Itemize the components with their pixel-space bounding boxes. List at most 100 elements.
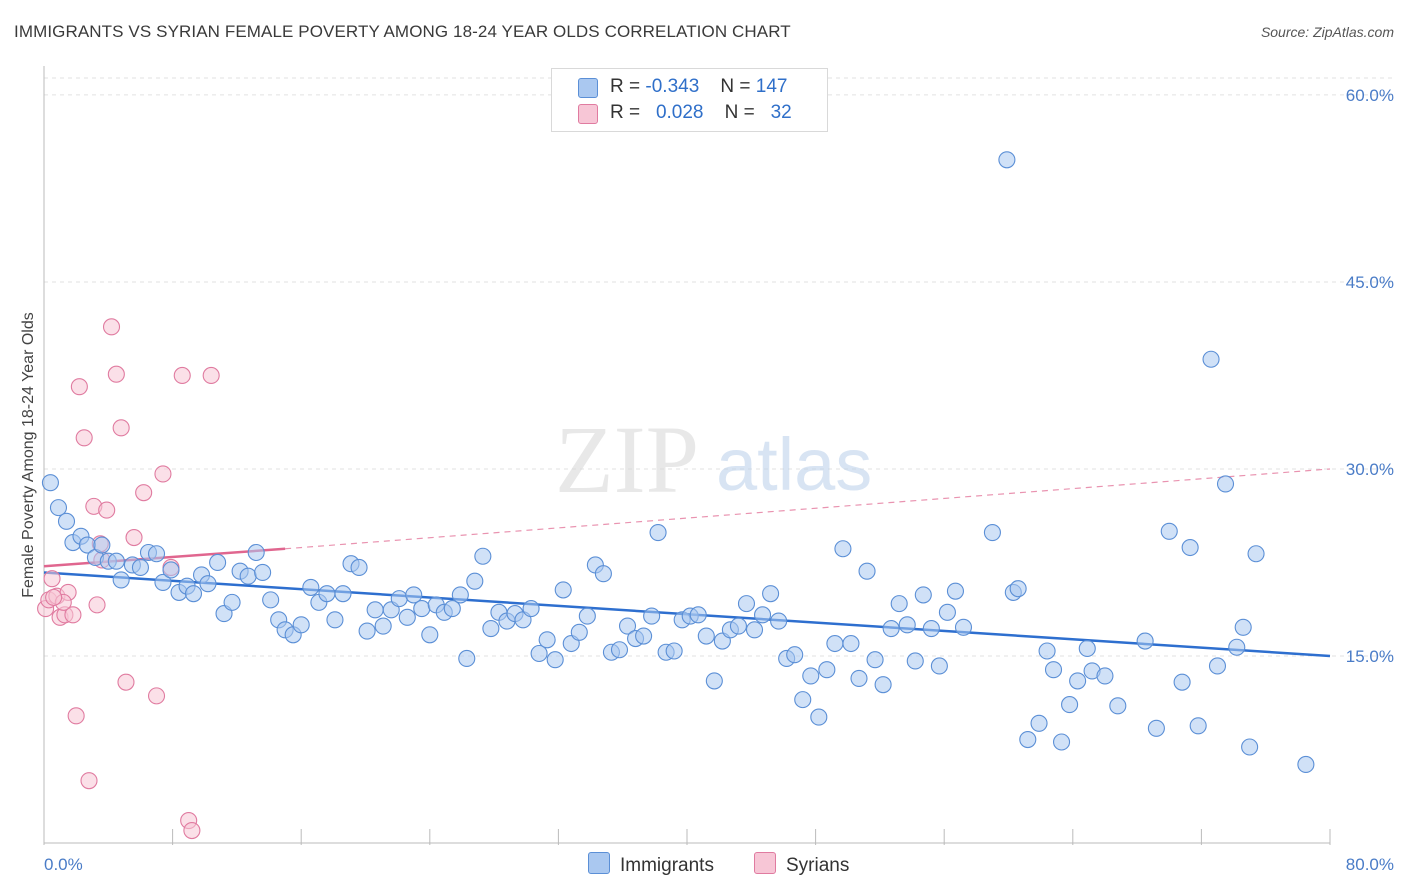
immigrants-point — [1078, 639, 1096, 658]
immigrants-point — [882, 620, 900, 638]
immigrants-point — [93, 536, 111, 554]
immigrants-point — [374, 617, 392, 635]
immigrants-point — [1096, 667, 1114, 685]
immigrants-point — [1009, 580, 1027, 598]
immigrants-point — [729, 617, 747, 635]
immigrants-point — [443, 600, 461, 618]
immigrants-point — [890, 595, 908, 613]
immigrants-point — [458, 649, 476, 668]
watermark-zip: ZIP — [555, 406, 699, 513]
immigrants-point — [1181, 538, 1199, 557]
immigrants-point — [906, 652, 924, 670]
syrians-trend-line — [43, 547, 286, 568]
immigrants-point — [858, 562, 876, 580]
immigrants-point — [262, 591, 280, 609]
y-tick-label: 15.0% — [1346, 647, 1394, 666]
bottom-legend-syrians: Syrians — [754, 852, 849, 877]
immigrants-point — [1160, 522, 1178, 540]
axes — [43, 66, 1331, 845]
legend-swatch-immigrants — [578, 78, 598, 98]
immigrants-point — [922, 620, 940, 638]
immigrants-point — [570, 623, 588, 641]
immigrants-point — [522, 600, 540, 618]
immigrants-point — [482, 620, 500, 638]
legend-n-value: 147 — [755, 76, 788, 97]
immigrants-point — [199, 575, 217, 593]
immigrants-point — [474, 547, 492, 565]
immigrants-point — [1202, 350, 1220, 368]
syrians-point — [80, 772, 98, 790]
syrians-point — [125, 528, 143, 547]
immigrants-point — [914, 586, 932, 604]
syrians-point — [70, 378, 88, 396]
immigrants-point — [954, 618, 973, 636]
immigrants-point — [254, 563, 272, 582]
immigrants-point — [1247, 545, 1265, 563]
immigrants-point — [302, 578, 320, 596]
syrians-point — [117, 673, 135, 691]
legend-n-value: 32 — [770, 102, 792, 123]
immigrants-point — [530, 644, 548, 663]
immigrants-point — [826, 634, 844, 653]
legend-n-label: N = — [724, 102, 755, 123]
immigrants-point — [1069, 672, 1087, 690]
immigrants-point — [842, 634, 860, 653]
syrians-point — [183, 821, 201, 840]
immigrants-point — [413, 600, 431, 618]
immigrants-point — [239, 567, 257, 585]
syrians-point — [45, 588, 63, 606]
syrians-point — [75, 429, 93, 447]
immigrants-point — [223, 593, 241, 611]
immigrants-point — [41, 474, 59, 492]
bottom-legend-immigrants: Immigrants — [588, 852, 714, 877]
immigrants-point — [1052, 733, 1071, 751]
data-points — [37, 151, 1315, 840]
immigrants-point — [938, 603, 956, 621]
syrians-point — [135, 484, 153, 502]
syrians-trend-extension — [285, 468, 1331, 550]
x-tick-label: 0.0% — [44, 855, 83, 874]
immigrants-point — [866, 651, 884, 669]
legend-r-value: -0.343 — [645, 76, 700, 97]
bottom-legend-label: Syrians — [786, 855, 850, 876]
immigrants-point — [334, 585, 352, 603]
y-axis-label: Female Poverty Among 18-24 Year Olds — [20, 312, 37, 598]
immigrants-point — [57, 512, 76, 530]
immigrants-point — [546, 651, 564, 669]
immigrants-point — [770, 612, 788, 630]
immigrants-point — [1147, 719, 1165, 737]
immigrants-point — [786, 646, 804, 664]
immigrants-point — [874, 676, 892, 694]
immigrants-point — [946, 582, 965, 600]
immigrants-point — [421, 626, 439, 644]
immigrants-point — [578, 607, 596, 625]
bottom-legend-label: Immigrants — [620, 855, 714, 876]
immigrants-point — [762, 585, 780, 603]
immigrants-point — [209, 553, 227, 572]
immigrants-point — [754, 606, 772, 624]
immigrants-point — [898, 616, 916, 634]
immigrants-point — [665, 642, 683, 660]
immigrants-point — [247, 543, 265, 562]
immigrants-point — [1189, 717, 1207, 735]
immigrants-point — [1173, 673, 1191, 691]
y-tick-label: 60.0% — [1346, 86, 1394, 105]
immigrants-point — [1019, 730, 1037, 749]
immigrants-point — [292, 616, 310, 634]
immigrants-point — [610, 641, 629, 659]
immigrants-point — [834, 540, 852, 558]
y-tick-label: 45.0% — [1346, 273, 1394, 292]
immigrants-point — [131, 558, 149, 577]
immigrants-point — [366, 601, 384, 619]
source-label: Source: ZipAtlas.com — [1260, 24, 1394, 40]
immigrants-point — [451, 586, 469, 604]
immigrants-point — [49, 499, 68, 517]
syrians-point — [202, 366, 220, 385]
immigrants-point — [794, 691, 812, 709]
immigrants-point — [1044, 661, 1063, 679]
immigrants-point — [649, 524, 667, 542]
immigrants-point — [162, 561, 180, 579]
immigrants-point — [1241, 738, 1259, 756]
immigrants-point — [810, 708, 828, 726]
immigrants-point — [745, 621, 764, 639]
